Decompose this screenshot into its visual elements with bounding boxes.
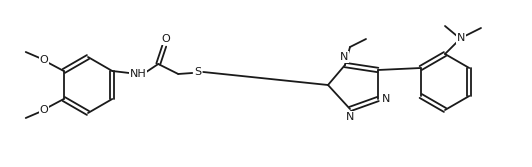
- Text: N: N: [457, 33, 465, 43]
- Text: N: N: [340, 52, 348, 62]
- Text: N: N: [346, 112, 354, 122]
- Text: O: O: [39, 55, 48, 65]
- Text: S: S: [195, 67, 202, 77]
- Text: O: O: [162, 34, 171, 44]
- Text: N: N: [382, 94, 390, 104]
- Text: O: O: [39, 105, 48, 115]
- Text: NH: NH: [130, 69, 147, 79]
